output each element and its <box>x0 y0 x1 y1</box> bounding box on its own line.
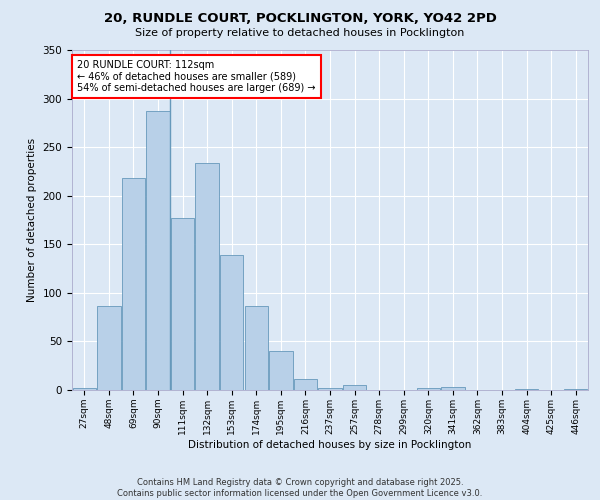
Text: Contains HM Land Registry data © Crown copyright and database right 2025.
Contai: Contains HM Land Registry data © Crown c… <box>118 478 482 498</box>
Bar <box>441 387 464 390</box>
Bar <box>319 388 341 390</box>
Bar <box>269 351 293 390</box>
Bar <box>122 178 145 390</box>
Text: 20 RUNDLE COURT: 112sqm
← 46% of detached houses are smaller (589)
54% of semi-d: 20 RUNDLE COURT: 112sqm ← 46% of detache… <box>77 60 316 94</box>
Bar <box>196 162 219 390</box>
Bar <box>73 388 96 390</box>
Bar <box>146 111 170 390</box>
Bar <box>171 218 194 390</box>
X-axis label: Distribution of detached houses by size in Pocklington: Distribution of detached houses by size … <box>188 440 472 450</box>
Bar <box>97 306 121 390</box>
Bar <box>564 389 587 390</box>
Text: 20, RUNDLE COURT, POCKLINGTON, YORK, YO42 2PD: 20, RUNDLE COURT, POCKLINGTON, YORK, YO4… <box>104 12 496 26</box>
Bar <box>515 389 538 390</box>
Bar <box>245 306 268 390</box>
Bar <box>343 385 366 390</box>
Y-axis label: Number of detached properties: Number of detached properties <box>27 138 37 302</box>
Bar <box>416 388 440 390</box>
Text: Size of property relative to detached houses in Pocklington: Size of property relative to detached ho… <box>136 28 464 38</box>
Bar <box>220 255 244 390</box>
Bar <box>294 380 317 390</box>
